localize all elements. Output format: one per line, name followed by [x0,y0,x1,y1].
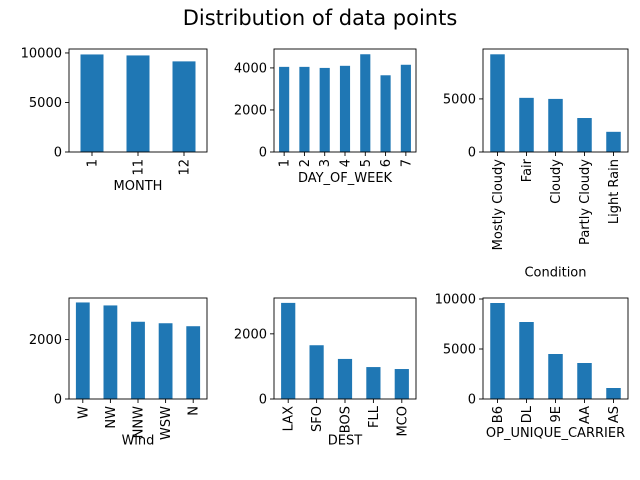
bar [606,131,621,152]
y-tick-label: 5000 [29,96,62,111]
figure-title: Distribution of data points [182,6,458,30]
subplot-4: 0 2000 W NW NNW WSW N Wind [29,297,208,449]
bar [606,388,621,399]
x-axis-label: DAY_OF_WEEK [298,171,393,186]
x-tick-label: 3 [318,159,333,167]
bar [131,321,145,399]
bar [519,322,534,399]
y-tick-label: 0 [259,146,267,161]
x-axis-label: MONTH [114,179,163,194]
y-tick-label: 0 [468,146,476,161]
subplot-5: 0 2000 LAX SFO BOS FLL MCO DEST [234,297,417,449]
bar [309,345,324,399]
x-tick-label: 2 [298,159,313,167]
bar [548,98,563,152]
x-tick-label: 6 [379,159,394,167]
bar [186,326,201,399]
x-axis-label: OP_UNIQUE_CARRIER [486,426,625,441]
x-tick-label: FLL [367,405,382,428]
x-tick-label: 1 [86,159,101,167]
bar [490,303,505,399]
y-tick-label: 5000 [443,92,476,107]
x-tick-label: B6 [491,406,506,423]
x-axis-label: Condition [524,266,586,281]
x-tick-label: W [76,406,91,419]
bar [279,66,290,152]
bar [126,55,150,152]
x-tick-label: 9E [549,406,564,423]
x-tick-label: MCO [395,406,410,437]
bar [519,97,534,152]
x-tick-label: N [187,406,202,416]
x-tick-label: DL [520,405,535,423]
y-tick-label: 4000 [234,61,267,76]
bar [490,54,505,153]
bar [319,67,330,152]
y-tick-label: 0 [54,146,62,161]
x-tick-label: AA [578,406,593,424]
subplot-6: 0 5000 10000 B6 DL 9E AA AS OP_UNIQUE_CARRIER [435,293,629,441]
bar [172,61,196,152]
x-tick-label: BOS [339,406,354,433]
x-axis-label: DEST [328,434,362,449]
bar [394,369,409,399]
y-tick-label: 10000 [435,293,476,308]
x-tick-label: WSW [159,406,174,440]
subplot-2: 0 2000 4000 1 2 3 4 5 6 7 DAY_OF_WEEK [234,48,417,186]
y-tick-label: 0 [259,393,267,408]
bar [577,363,592,399]
bar [299,66,310,152]
y-tick-label: 10000 [21,46,62,61]
bar [337,358,353,399]
x-axis-label: Wind [122,434,155,449]
bar [158,323,173,399]
x-tick-label: Cloudy [549,159,564,204]
x-tick-label: Fair [520,158,535,182]
y-tick-label: 5000 [443,343,476,358]
y-tick-label: 2000 [234,103,267,118]
y-tick-label: 2000 [234,327,267,342]
bar [360,54,371,153]
x-tick-label: Light Rain [607,159,622,224]
x-tick-label: 11 [132,159,147,176]
y-tick-label: 2000 [29,333,62,348]
bar [80,54,104,153]
bar [281,302,296,399]
y-tick-label: 0 [54,393,62,408]
bar [103,305,118,399]
bar [75,302,90,399]
bar [577,118,592,152]
x-tick-label: Mostly Cloudy [491,159,506,251]
bar [400,64,411,152]
x-tick-label: 7 [399,159,414,167]
x-tick-label: 5 [359,159,374,167]
x-tick-label: NNW [132,406,147,438]
x-tick-label: Partly Cloudy [578,159,593,245]
bar [380,75,391,152]
x-tick-label: 4 [339,159,354,167]
x-tick-label: AS [607,406,622,423]
y-tick-label: 0 [468,393,476,408]
subplot-3: 0 5000 Mostly Cloudy Fair Cloudy Partly Cloud… [443,48,629,281]
x-tick-label: 12 [178,159,193,176]
x-tick-label: LAX [282,406,297,431]
bar [366,367,381,399]
x-tick-label: NW [104,406,119,429]
bar [339,65,351,152]
x-tick-label: 1 [278,159,293,167]
x-tick-label: SFO [310,406,325,432]
bar [548,354,563,399]
